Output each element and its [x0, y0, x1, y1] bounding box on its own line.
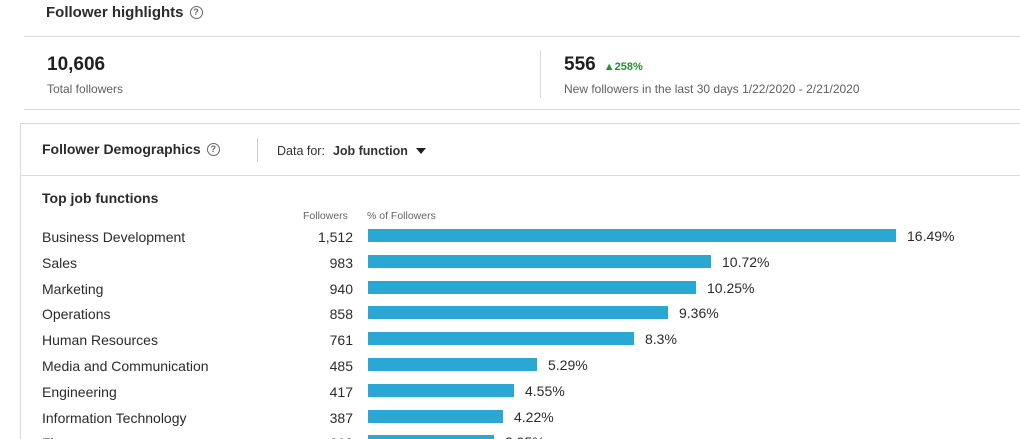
- highlights-header: Follower highlights ?: [24, 0, 1020, 37]
- follower-count: 940: [329, 280, 353, 297]
- total-followers-value: 10,606: [47, 54, 106, 75]
- percent-column-header: % of Followers: [367, 210, 436, 222]
- demographics-header: Follower Demographics ? Data for: Job fu…: [21, 124, 1020, 176]
- job-function-dropdown[interactable]: Job function: [333, 144, 426, 158]
- data-for-label: Data for:: [277, 144, 325, 158]
- table-row: Fi... 362 3.95%: [21, 431, 1020, 439]
- job-function-name: Fi...: [42, 435, 65, 439]
- growth-badge: ▲258%: [603, 61, 643, 73]
- percent-label: 5.29%: [548, 356, 588, 373]
- table-row: Media and Communication 485 5.29%: [21, 354, 1020, 380]
- percent-bar: [368, 435, 494, 439]
- percent-bar: [368, 383, 514, 397]
- follower-count: 485: [329, 357, 353, 374]
- table-row: Business Development 1,512 16.49%: [21, 225, 1020, 251]
- percent-bar: [368, 332, 634, 346]
- follower-count: 362: [330, 435, 353, 439]
- total-followers-stat: 10,606 Total followers: [47, 54, 123, 96]
- job-function-name: Operations: [42, 306, 111, 323]
- header-divider: [257, 138, 258, 162]
- table-row: Information Technology 387 4.22%: [21, 406, 1020, 432]
- follower-count: 1,512: [317, 229, 353, 245]
- demographics-title: Follower Demographics ?: [42, 141, 220, 157]
- percent-label: 16.49%: [907, 228, 955, 244]
- follower-count: 387: [329, 409, 353, 426]
- table-row: Marketing 940 10.25%: [21, 277, 1020, 303]
- total-followers-label: Total followers: [47, 82, 124, 96]
- table-row: Operations 858 9.36%: [21, 302, 1020, 328]
- job-function-name: Engineering: [42, 383, 117, 400]
- percent-label: 8.3%: [645, 331, 677, 348]
- job-function-name: Human Resources: [42, 332, 158, 349]
- stat-divider: [540, 50, 541, 98]
- new-followers-value: 556: [564, 54, 596, 75]
- follower-highlights-card: Follower highlights ? 10,606 Total follo…: [24, 0, 1020, 110]
- highlights-title-text: Follower highlights: [46, 4, 184, 21]
- highlights-title: Follower highlights ?: [46, 4, 203, 21]
- dropdown-value: Job function: [332, 144, 408, 158]
- new-followers-label: New followers in the last 30 days 1/22/2…: [564, 82, 860, 96]
- percent-label: 10.25%: [707, 279, 755, 296]
- percent-bar: [368, 280, 696, 294]
- percent-label: 4.55%: [525, 382, 565, 399]
- help-icon[interactable]: ?: [206, 142, 220, 156]
- percent-bar: [368, 409, 503, 423]
- follower-count: 983: [329, 254, 353, 271]
- percent-label: 9.36%: [679, 305, 719, 322]
- table-row: Engineering 417 4.55%: [21, 380, 1020, 406]
- job-functions-chart: Business Development 1,512 16.49% Sales 983 1…: [21, 225, 1020, 439]
- follower-demographics-card: Follower Demographics ? Data for: Job fu…: [20, 123, 1020, 439]
- table-row: Human Resources 761 8.3%: [21, 328, 1020, 354]
- help-icon[interactable]: ?: [189, 6, 203, 19]
- follower-count: 417: [329, 383, 353, 400]
- job-function-name: Marketing: [42, 280, 104, 297]
- percent-label: 4.22%: [514, 408, 554, 425]
- percent-label: 10.72%: [722, 253, 770, 270]
- percent-bar: [368, 254, 711, 268]
- data-for-selector: Data for: Job function: [277, 144, 426, 158]
- percent-bar: [368, 306, 668, 320]
- demographics-title-text: Follower Demographics: [42, 141, 201, 157]
- job-function-name: Media and Communication: [42, 357, 209, 374]
- percent-bar: [368, 229, 896, 242]
- job-function-name: Sales: [42, 254, 78, 271]
- table-row: Sales 983 10.72%: [21, 251, 1020, 277]
- percent-bar: [368, 357, 537, 371]
- followers-column-header: Followers: [303, 210, 348, 222]
- new-followers-stat: 556 ▲258% New followers in the last 30 d…: [564, 54, 860, 96]
- follower-count: 761: [329, 332, 353, 349]
- follower-count: 858: [329, 306, 353, 323]
- caret-down-icon: [415, 148, 426, 154]
- job-function-name: Business Development: [42, 229, 186, 245]
- percent-label: 3.95%: [505, 434, 545, 439]
- section-title: Top job functions: [42, 190, 159, 206]
- job-function-name: Information Technology: [42, 409, 187, 426]
- new-followers-row: 556 ▲258%: [564, 54, 860, 76]
